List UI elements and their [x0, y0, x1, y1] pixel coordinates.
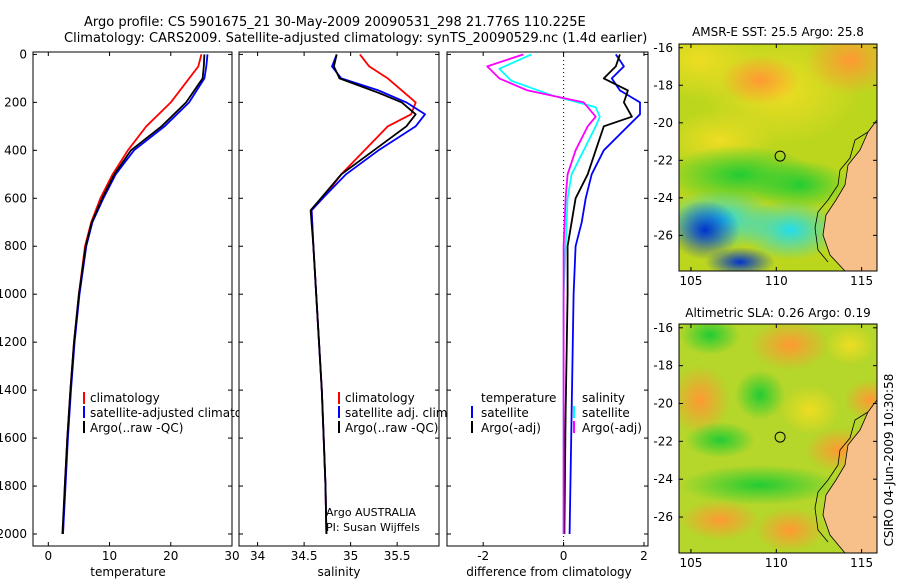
legend-label-satellite: satellite-adjusted climatology — [90, 406, 268, 420]
argo-location-marker-sla — [774, 431, 786, 443]
map-xtick-label: 110 — [765, 274, 788, 288]
map-xtick-label: 115 — [850, 556, 873, 570]
map-xtick-label: 105 — [679, 556, 702, 570]
xtick-label: 20 — [163, 549, 178, 563]
legend-label-temp-sat: satellite — [481, 406, 529, 420]
legend-label-sat-adj: satellite adj. clim. — [345, 406, 451, 420]
xtick-label: 2 — [640, 549, 648, 563]
sst-field — [679, 44, 877, 271]
xtick-label: 0 — [44, 549, 52, 563]
sla-map-frame — [678, 323, 878, 554]
sst-map-ticks: -16 -18 -20 -22 -24 -26 105 110 115 — [653, 41, 877, 288]
ytick-label: 400 — [4, 143, 27, 157]
xtick-label: 35 — [343, 549, 358, 563]
map-ytick-label: -18 — [653, 359, 673, 373]
series-line-temperature-satellite — [568, 53, 641, 535]
difference-series — [486, 53, 641, 535]
temperature-xlabel: temperature — [90, 565, 165, 579]
xtick-label: 34.5 — [291, 549, 318, 563]
legend-label-sal-sat: satellite — [582, 406, 630, 420]
difference-panel: -2 0 2 difference from climatology tempera… — [446, 51, 649, 579]
xtick-label: 35.5 — [384, 549, 411, 563]
temperature-legend: climatology satellite-adjusted climatolo… — [83, 391, 268, 435]
legend-label-clim: climatology — [345, 391, 415, 405]
legend-title-temperature: temperature — [481, 391, 556, 405]
difference-axes-box — [446, 51, 649, 547]
temperature-panel: 0 200 400 600 800 1000 1200 1400 1600 1800 2000 0 1… — [0, 47, 268, 579]
salinity-legend: climatology satellite adj. clim. Argo(..… — [338, 391, 451, 435]
xtick-label: 34 — [250, 549, 265, 563]
ytick-label: 2000 — [0, 527, 27, 541]
ytick-label: 0 — [19, 47, 27, 61]
salinity-ticks: 34 34.5 35 35.5 — [250, 52, 411, 563]
ytick-label: 1600 — [0, 431, 27, 445]
map-xtick-label: 110 — [765, 556, 788, 570]
legend-title-salinity: salinity — [582, 391, 625, 405]
temperature-axes-box — [32, 51, 233, 547]
map-ytick-label: -20 — [653, 396, 673, 410]
map-ytick-label: -20 — [653, 116, 673, 130]
legend-label-climatology: climatology — [90, 391, 160, 405]
series-line-salinity-argo-adj- — [486, 53, 597, 534]
salinity-depth-ticks — [239, 53, 439, 535]
temperature-ticks: 0 10 20 30 — [44, 52, 240, 563]
annotation-argo-australia: Argo AUSTRALIA — [326, 506, 416, 519]
series-line-argo-raw-qc- — [61, 54, 206, 535]
salinity-xlabel: salinity — [317, 565, 360, 579]
difference-legend: temperature satellite Argo(-adj) salinit… — [471, 391, 642, 435]
series-line-temperature-argo-adj- — [563, 54, 633, 535]
map-ytick-label: -18 — [653, 78, 673, 92]
sst-map-title: AMSR-E SST: 25.5 Argo: 25.8 — [692, 25, 864, 39]
sst-map-panel: AMSR-E SST: 25.5 Argo: 25.8 -16 -18 -20 -22… — [653, 25, 878, 288]
side-timestamp: CSIRO 04-Jun-2009 10:30:58 — [882, 374, 896, 547]
xtick-label: -2 — [477, 549, 489, 563]
xtick-label: 10 — [102, 549, 117, 563]
depth-ticks: 0 200 400 600 800 1000 1200 1400 1600 1800 2000 — [0, 47, 232, 541]
ytick-label: 1400 — [0, 383, 27, 397]
ytick-label: 600 — [4, 191, 27, 205]
difference-xlabel: difference from climatology — [466, 565, 632, 579]
legend-label-sal-argo: Argo(-adj) — [582, 421, 642, 435]
map-xtick-label: 105 — [679, 274, 702, 288]
sla-field — [679, 324, 877, 553]
salinity-series — [309, 53, 426, 535]
legend-label-argo-raw: Argo(..raw -QC) — [345, 421, 438, 435]
map-ytick-label: -26 — [653, 510, 673, 524]
difference-depth-ticks — [447, 53, 648, 535]
argo-location-marker — [774, 150, 786, 162]
header-line-2: Climatology: CARS2009. Satellite-adjuste… — [64, 31, 647, 46]
annotation-pi: PI: Susan Wijffels — [326, 521, 420, 534]
ytick-label: 200 — [4, 95, 27, 109]
map-ytick-label: -26 — [653, 228, 673, 242]
xtick-label: 0 — [560, 549, 568, 563]
legend-label-argo: Argo(..raw -QC) — [90, 421, 183, 435]
map-ytick-label: -16 — [653, 321, 673, 335]
ytick-label: 1800 — [0, 479, 27, 493]
header-line-1: Argo profile: CS 5901675_21 30-May-2009 … — [84, 15, 586, 30]
map-ytick-label: -22 — [653, 153, 673, 167]
map-ytick-label: -24 — [653, 472, 673, 486]
salinity-axes-box — [238, 51, 440, 547]
map-xtick-label: 115 — [850, 274, 873, 288]
ytick-label: 1200 — [0, 335, 27, 349]
map-ytick-label: -24 — [653, 191, 673, 205]
sla-map-ticks: -16 -18 -20 -22 -24 -26 105 110 115 — [653, 321, 877, 570]
legend-label-temp-argo: Argo(-adj) — [481, 421, 541, 435]
sla-map-title: Altimetric SLA: 0.26 Argo: 0.19 — [685, 306, 870, 320]
difference-ticks: -2 0 2 — [477, 52, 648, 563]
map-ytick-label: -16 — [653, 41, 673, 55]
temperature-series — [61, 54, 209, 535]
ytick-label: 800 — [4, 239, 27, 253]
sst-map-frame — [678, 43, 878, 272]
series-line-argo-raw-qc- — [309, 54, 417, 535]
ytick-label: 1000 — [0, 287, 27, 301]
map-ytick-label: -22 — [653, 434, 673, 448]
salinity-panel: 34 34.5 35 35.5 salinity climatology satell… — [238, 51, 451, 579]
xtick-label: 30 — [224, 549, 239, 563]
sla-map-panel: Altimetric SLA: 0.26 Argo: 0.19 -16 -18 -2… — [653, 306, 878, 570]
